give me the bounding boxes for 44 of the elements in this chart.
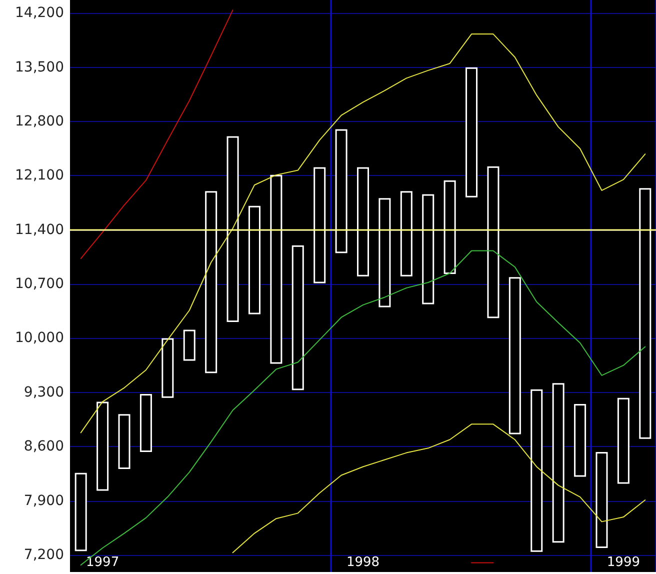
- bar: [617, 398, 630, 484]
- x-tick-label: 1998: [346, 555, 380, 570]
- bar: [378, 198, 391, 308]
- x-tick-label: 1999: [606, 555, 640, 570]
- bar: [357, 167, 369, 276]
- y-tick-label: 7,200: [24, 546, 64, 563]
- x-tick-label: 1997: [86, 555, 120, 570]
- bar: [466, 67, 478, 198]
- y-tick-label: 9,300: [24, 384, 64, 400]
- y-tick-label: 12,800: [15, 114, 64, 130]
- bar: [292, 245, 304, 390]
- bar: [596, 452, 608, 548]
- bar: [530, 389, 543, 552]
- bar: [487, 166, 500, 318]
- bar: [508, 277, 521, 434]
- bar: [422, 194, 434, 304]
- bar: [574, 404, 586, 477]
- y-tick-label: 7,900: [24, 492, 64, 509]
- line-series: [80, 34, 646, 434]
- y-tick-label: 11,400: [15, 222, 64, 238]
- bar: [74, 472, 87, 552]
- bar: [183, 330, 196, 361]
- bar: [162, 338, 174, 398]
- bar: [444, 180, 456, 274]
- line-series: [232, 424, 646, 554]
- y-tick-label: 8,600: [24, 438, 64, 455]
- y-tick-label: 14,200: [15, 5, 64, 22]
- bar: [118, 414, 130, 470]
- bar: [314, 167, 326, 284]
- bar: [248, 206, 260, 314]
- y-tick-label: 13,500: [15, 59, 64, 76]
- bar: [552, 383, 564, 543]
- y-tick-label: 10,700: [15, 276, 64, 292]
- bar: [270, 174, 282, 364]
- bar: [140, 394, 152, 452]
- bar: [335, 129, 348, 254]
- bar: [639, 188, 652, 439]
- bar: [400, 191, 412, 276]
- bar: [226, 136, 239, 322]
- y-tick-label: 10,000: [15, 330, 64, 346]
- bar: [96, 402, 109, 491]
- line-series: [80, 250, 646, 566]
- bar: [205, 191, 218, 374]
- y-tick-label: 12,100: [15, 168, 64, 184]
